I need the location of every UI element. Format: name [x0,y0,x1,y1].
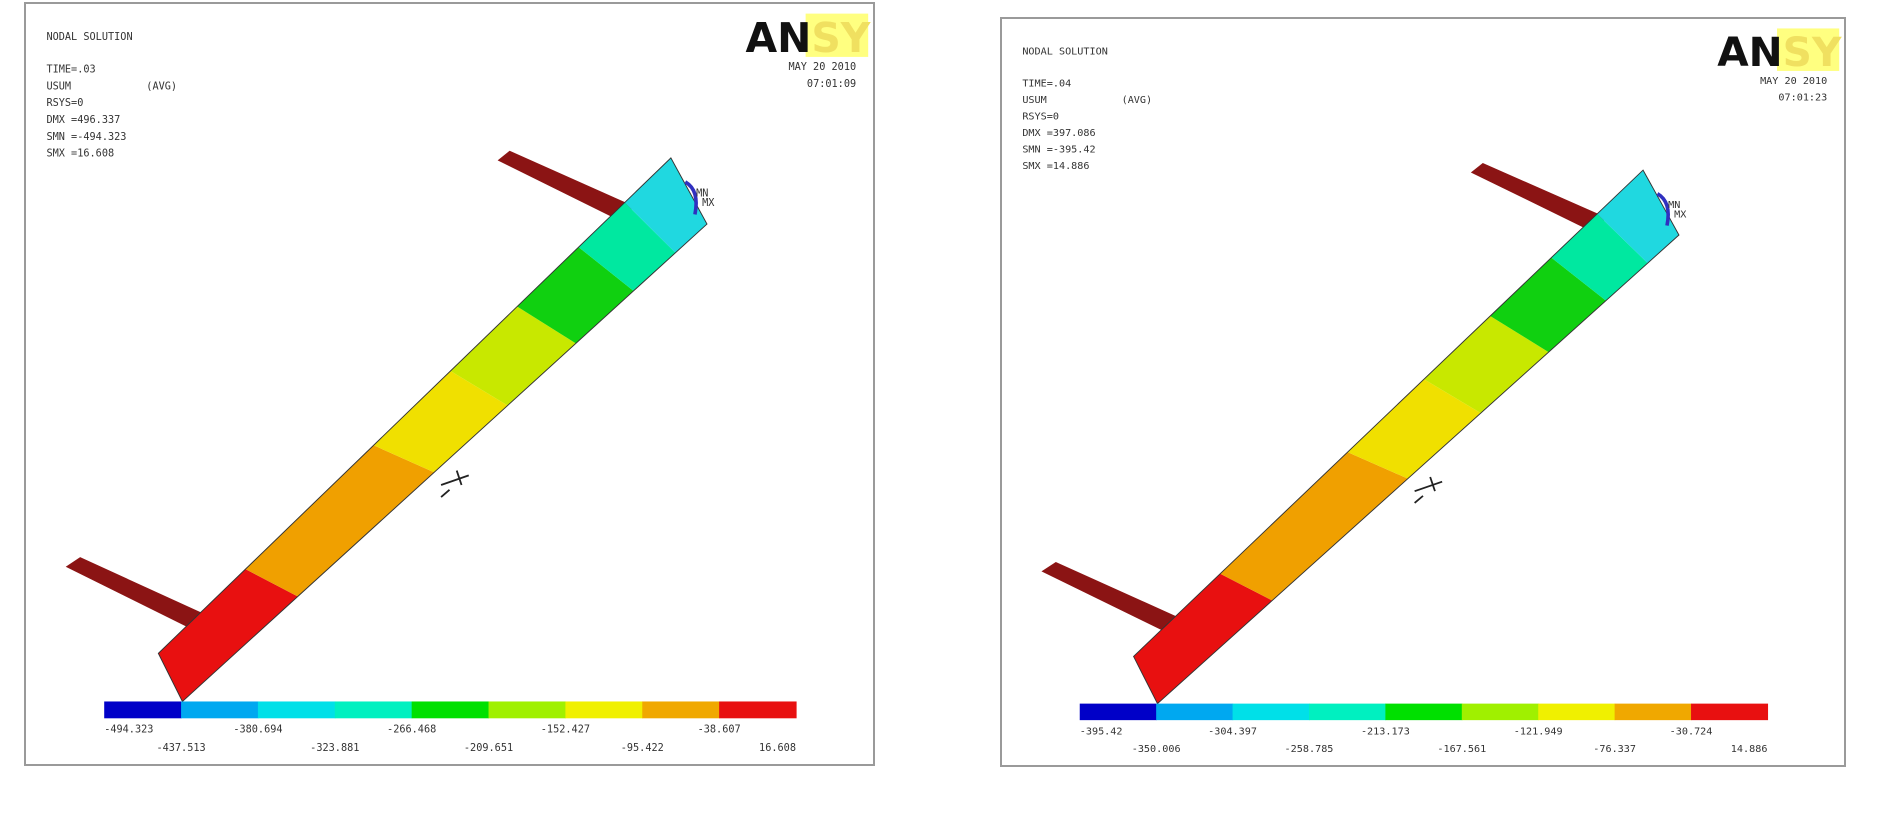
legend-value-label: -380.694 [233,725,282,736]
mx-marker: MX [702,198,715,209]
legend-value-label: -395.42 [1080,726,1123,737]
time-of-day-label: 07:01:09 [807,79,856,90]
legend-color-segment [1461,703,1539,721]
header-title: NODAL SOLUTION [46,32,132,43]
beam-contour-band [578,202,676,291]
contour-plot: NODAL SOLUTION TIME=.03 USUM RSYS=0 DMX =496… [46,13,873,754]
legend-value-label: -38.607 [698,725,741,736]
avg-label: (AVG) [146,81,177,92]
legend-value-label: -167.561 [1437,744,1486,755]
rsys-label: RSYS=0 [46,98,83,109]
legend-value-label: -304.397 [1208,726,1257,737]
beam-contour-band [1597,170,1679,264]
time-label: TIME=.04 [1022,78,1071,89]
legend-value-label: -152.427 [541,725,590,736]
beam-contour-band [1423,315,1549,414]
legend-color-segment [719,701,797,719]
legend-value-label: -76.337 [1593,744,1636,755]
logo-background [1777,28,1840,71]
beam-outline [157,157,708,703]
dmx-label: DMX =397.086 [1022,128,1095,139]
legend-color-segment [1232,703,1310,721]
beam-contour-band [517,247,634,344]
legend-color-segment [1308,703,1386,721]
date-label: MAY 20 2010 [1760,76,1827,87]
legend-value-label: -266.468 [387,725,436,736]
quantity-label: USUM [46,81,71,92]
beam-contour-band [373,370,508,473]
legend-value-label: 14.886 [1731,744,1768,755]
legend-value-label: -213.173 [1361,726,1410,737]
coordinate-triad-icon [1414,476,1443,504]
legend-value-label: 16.608 [759,743,796,754]
smn-label: SMN =-494.323 [46,132,126,143]
smx-label: SMX =14.886 [1022,161,1089,172]
mn-marker: MN [1668,200,1680,211]
beam-contour-band [1490,257,1606,353]
legend-color-segment [181,701,259,719]
mn-marker: MN [696,188,708,199]
legend-color-segment [1691,703,1769,721]
time-of-day-label: 07:01:23 [1778,92,1827,103]
rsys-label: RSYS=0 [1022,111,1059,122]
beam-contour-band [450,306,576,406]
legend-color-segment [1156,703,1234,721]
legend-value-label: -350.006 [1132,744,1181,755]
legend-color-segment [1079,703,1157,721]
date-label: MAY 20 2010 [788,62,856,73]
legend-value-label: -30.724 [1670,726,1713,737]
min-region-marker [1656,192,1670,226]
legend-color-segment [411,701,490,719]
beam-contour-band [1220,452,1408,601]
plot-panel-right: NODAL SOLUTION TIME=.04 USUM RSYS=0 DMX =397… [1000,17,1846,767]
legend-value-label: -437.513 [156,743,205,754]
time-label: TIME=.03 [46,65,95,76]
support-arm-upper [497,150,634,223]
legend-color-segment [257,701,336,719]
legend-value-label: -258.785 [1285,744,1334,755]
logo-background [805,13,869,57]
beam-outline [1132,169,1680,705]
legend-color-segment [334,701,413,719]
legend-color-segment [104,701,182,719]
dmx-label: DMX =496.337 [46,115,120,126]
contour-plot: NODAL SOLUTION TIME=.04 USUM RSYS=0 DMX =397… [1022,28,1844,755]
legend-value-label: -209.651 [464,743,513,754]
mx-marker: MX [1674,209,1686,220]
support-arm-lower [65,557,207,630]
plot-panel-left: NODAL SOLUTION TIME=.03 USUM RSYS=0 DMX =496… [24,2,875,766]
coordinate-triad-icon [440,470,470,498]
support-arm-upper [1470,163,1606,234]
legend-value-label: -494.323 [104,725,153,736]
header-title: NODAL SOLUTION [1022,46,1108,57]
beam-contour-band [158,569,298,702]
legend-color-segment [1614,703,1692,721]
quantity-label: USUM [1022,95,1046,106]
beam-contour-band [1133,573,1273,704]
legend-value-label: -323.881 [310,743,359,754]
legend-color-segment [1385,703,1463,721]
legend-color-segment [1538,703,1616,721]
legend-value-label: -121.949 [1514,726,1563,737]
beam-contour-band [624,157,707,253]
smn-label: SMN =-395.42 [1022,144,1095,155]
avg-label: (AVG) [1122,95,1153,106]
support-arm-lower [1041,561,1182,633]
legend-color-segment [565,701,643,719]
smx-label: SMX =16.608 [46,149,114,160]
legend-value-label: -95.422 [621,743,664,754]
ansys-logo: ANSYS [745,14,873,62]
beam-contour-band [1347,379,1481,479]
beam-contour-band [245,445,435,597]
legend-color-segment [488,701,567,719]
legend-color-segment [642,701,720,719]
min-region-marker [684,180,698,215]
beam-contour-band [1551,213,1648,301]
ansys-logo: ANSYS [1717,29,1844,76]
